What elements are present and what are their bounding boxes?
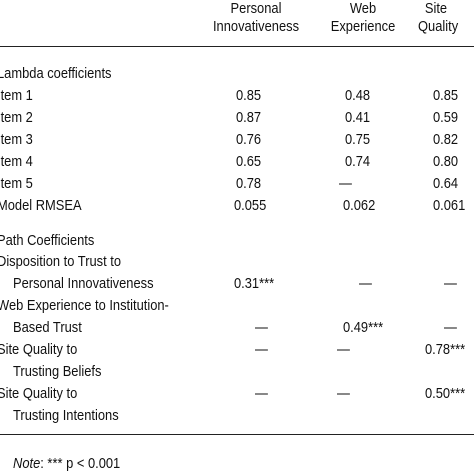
cell-value: — (255, 319, 268, 336)
row-label: Item 1 (0, 87, 33, 104)
header-web-experience: Web Experience (324, 0, 401, 36)
path-row-label-line1: Disposition to Trust to (0, 253, 122, 270)
cell-value: — (444, 275, 457, 292)
cell-value: 0.65 (236, 153, 262, 170)
note-label: Note (13, 455, 41, 472)
cell-value: 0.74 (345, 153, 371, 170)
header-site-quality: Site Quality (418, 0, 458, 36)
row-label: Item 5 (0, 175, 33, 192)
cell-value: — (255, 385, 268, 402)
path-row-label-line2: Personal Innovativeness (13, 275, 154, 292)
header-line1: Site (424, 0, 448, 17)
header-line2: Experience (330, 18, 396, 35)
header-line1: Web (349, 0, 377, 17)
row-label: Item 4 (0, 153, 33, 170)
cell-value: 0.78*** (425, 341, 466, 358)
cell-value: 0.64 (433, 175, 459, 192)
cell-value: 0.48 (345, 87, 371, 104)
header-line1: Personal (230, 0, 282, 17)
cell-value: — (337, 341, 350, 358)
row-label: Item 3 (0, 131, 33, 148)
cell-value: — (359, 275, 372, 292)
path-row-label-line2: Trusting Beliefs (13, 363, 102, 380)
footer-rule (0, 434, 474, 435)
cell-value: 0.055 (234, 197, 267, 214)
cell-value: 0.85 (433, 87, 459, 104)
cell-value: 0.75 (345, 131, 371, 148)
header-rule (0, 46, 474, 47)
note-text: : *** p < 0.001 (40, 455, 121, 472)
cell-value: 0.50*** (425, 385, 466, 402)
cell-value: — (444, 319, 457, 336)
cell-value: 0.49*** (343, 319, 384, 336)
cell-value: 0.76 (236, 131, 262, 148)
path-row-label-line1: Web Experience to Institution- (0, 297, 169, 314)
header-personal-innovativeness: Personal Innovativeness (204, 0, 307, 36)
cell-value: 0.85 (236, 87, 262, 104)
cell-value: — (337, 385, 350, 402)
cell-value: — (339, 175, 352, 192)
cell-value: 0.59 (433, 109, 459, 126)
row-label: Item 2 (0, 109, 33, 126)
cell-value: 0.80 (433, 153, 459, 170)
cell-value: 0.82 (433, 131, 459, 148)
section-label-path: Path Coefficients (0, 232, 95, 249)
cell-value: 0.78 (236, 175, 262, 192)
row-label-rmsea: Model RMSEA (0, 197, 82, 214)
path-row-label-line1: Site Quality to (0, 341, 78, 358)
header-line2: Innovativeness (212, 18, 300, 35)
path-row-label-line2: Based Trust (13, 319, 82, 336)
cell-value: 0.061 (433, 197, 466, 214)
section-label-lambda: Lambda coefficients (0, 65, 112, 82)
cell-value: 0.062 (343, 197, 376, 214)
cell-value: 0.31*** (234, 275, 275, 292)
path-row-label-line1: Site Quality to (0, 385, 78, 402)
path-row-label-line2: Trusting Intentions (13, 407, 119, 424)
cell-value: — (255, 341, 268, 358)
table-note: Note: *** p < 0.001 (13, 455, 120, 473)
cell-value: 0.87 (236, 109, 262, 126)
header-line2: Quality (418, 18, 459, 35)
cell-value: 0.41 (345, 109, 371, 126)
